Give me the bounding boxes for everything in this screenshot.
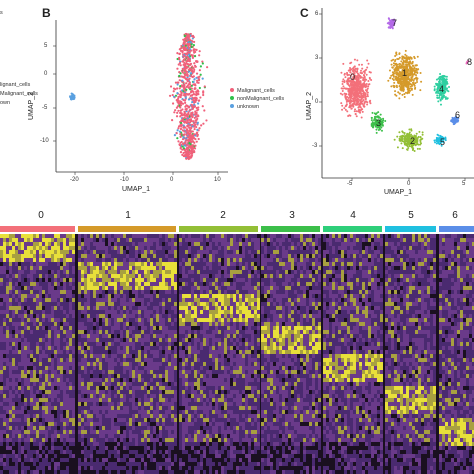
panel-b-ytick: 0 [44, 71, 48, 77]
panel-c-xlabel: UMAP_1 [384, 189, 413, 196]
heatmap-group-label: 4 [350, 210, 356, 221]
heatmap-group-bar [439, 226, 474, 232]
panel-a-legend-item-malignant: lignant_cells [0, 82, 31, 88]
panel-c-cluster-label: 7 [392, 18, 397, 28]
panel-c-cluster-label: 6 [455, 110, 460, 120]
panel-c-cluster-label: 3 [376, 118, 381, 128]
panel-c-cluster-labels: 0 1 2 3 4 5 6 7 8 [350, 18, 472, 147]
panel-b-xlabel: UMAP_1 [122, 186, 151, 193]
panel-b-legend-item: Malignant_cells [237, 88, 275, 94]
heatmap-group-label: 3 [289, 210, 295, 221]
panel-b-ytick: 5 [44, 43, 48, 49]
panel-b-points [69, 32, 209, 161]
heatmap-group-bar [323, 226, 382, 232]
heatmap-group-label: 2 [220, 210, 226, 221]
panel-c-cluster-label: 4 [439, 84, 444, 94]
panel-c-cluster-label: 1 [402, 68, 407, 78]
heatmap-cells [0, 234, 474, 474]
panel-b-xtick: -10 [120, 177, 129, 183]
panel-b-xtick: 10 [214, 177, 221, 183]
panel-c-ytick: 6 [315, 11, 319, 17]
heatmap-group-bar [385, 226, 436, 232]
panel-c-cluster-label: 0 [350, 72, 355, 82]
panel-c-cluster-label: 8 [467, 57, 472, 67]
panel-c-xtick: -5 [347, 181, 353, 187]
panel-c-points [339, 17, 470, 152]
heatmap-group-bar [78, 226, 176, 232]
panel-c-ytick: 0 [315, 99, 319, 105]
panel-b-letter: B [42, 6, 51, 20]
heatmap-group-bars [0, 226, 474, 232]
heatmap-group-bar [0, 226, 75, 232]
panel-a-legend-item-nonmalignant: Malignant_cells [0, 91, 38, 97]
heatmap-group-label: 6 [452, 210, 458, 221]
panel-b-xtick: -20 [70, 177, 79, 183]
panel-a-legend-item-unknown: own [0, 100, 11, 106]
heatmap-group-bar [179, 226, 258, 232]
panel-c-cluster-label: 2 [410, 136, 415, 146]
panel-c-xtick: 5 [462, 181, 466, 187]
panel-b-axes [53, 20, 228, 175]
panel-c-letter: C [300, 6, 309, 20]
panel-c-ytick: -3 [312, 143, 318, 149]
heatmap-group-label: 1 [125, 210, 131, 221]
panel-b-ytick: -5 [42, 105, 48, 111]
panel-c-xtick: 0 [407, 181, 411, 187]
panel-b-legend-item: unknown [237, 104, 260, 110]
panel-c-cluster-label: 5 [440, 137, 445, 147]
heatmap-group-label: 0 [38, 210, 44, 221]
panel-b-legend-item: nonMalignant_cells [237, 96, 285, 102]
heatmap-group-label: 5 [408, 210, 414, 221]
panel-b-legend-keys [230, 88, 234, 108]
panel-a-legend-title: s [0, 10, 3, 16]
panel-c-axes [319, 8, 474, 181]
panel-c-ytick: 3 [315, 55, 319, 61]
heatmap-group-bar [261, 226, 320, 232]
panel-b-xtick: 0 [170, 177, 174, 183]
panel-b-ytick: -10 [40, 138, 49, 144]
